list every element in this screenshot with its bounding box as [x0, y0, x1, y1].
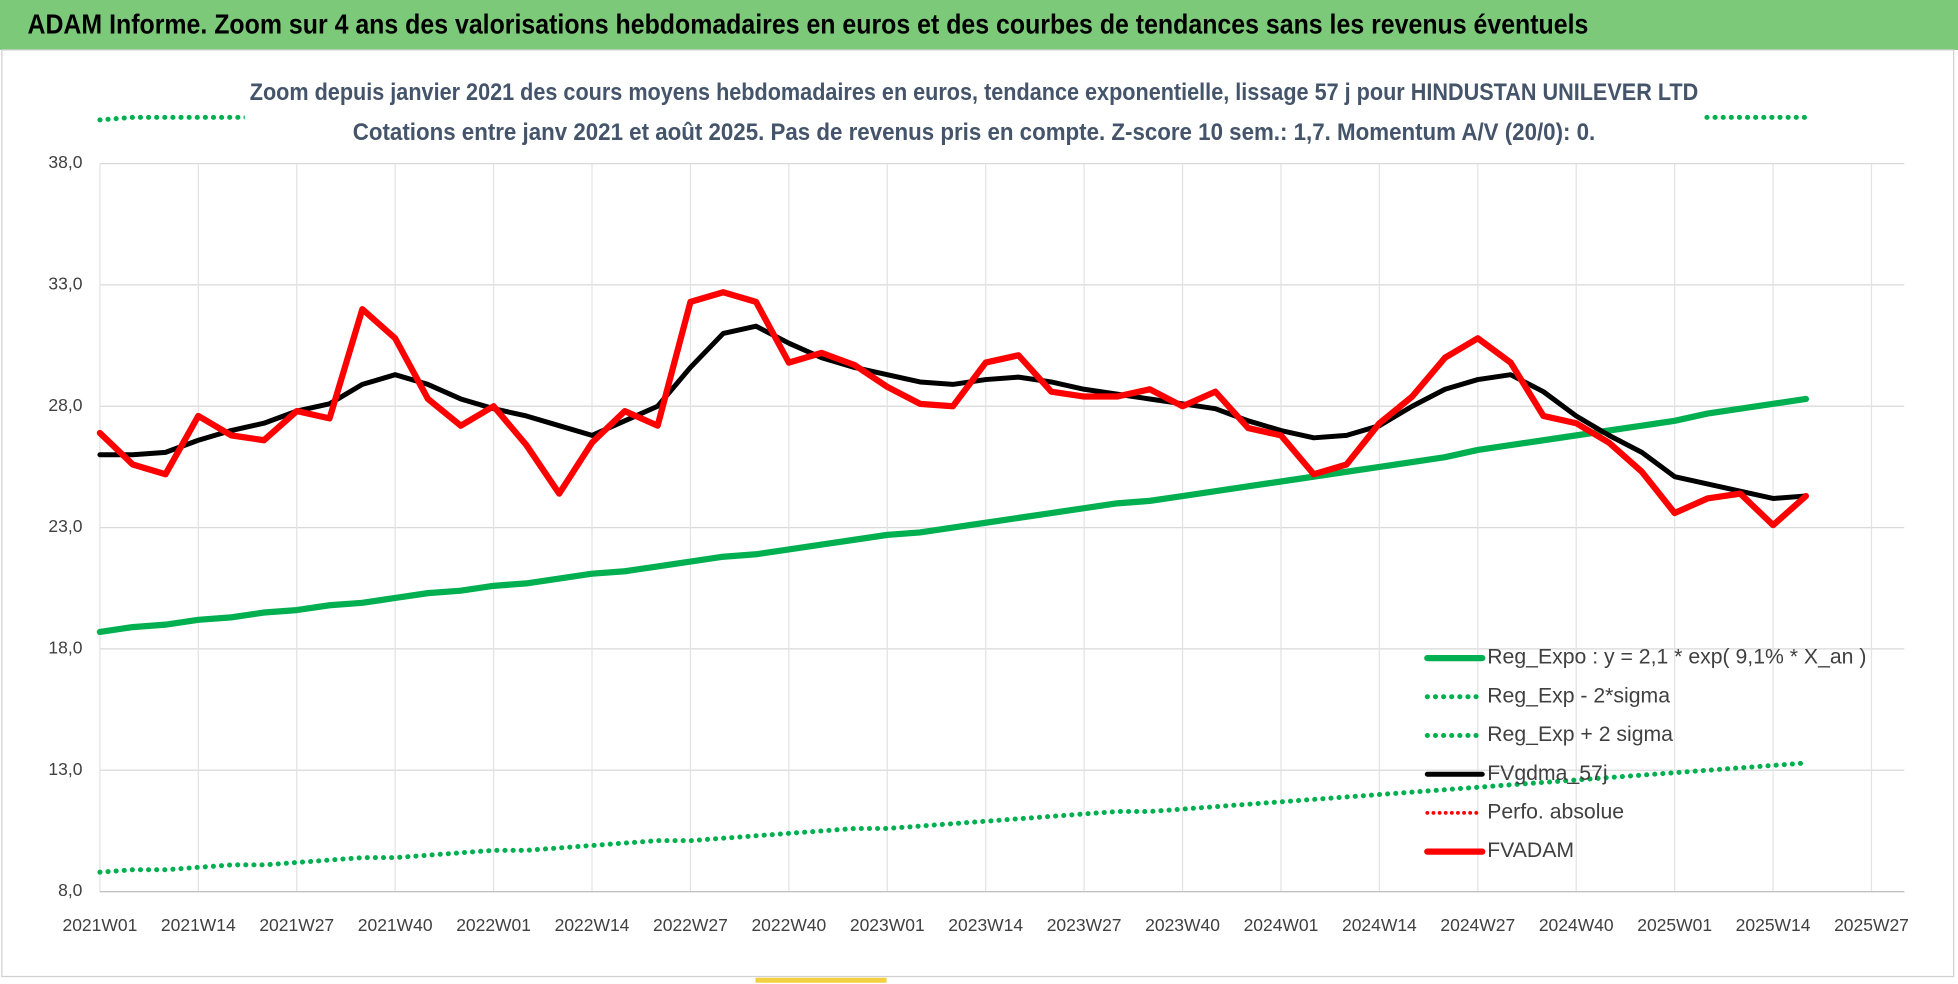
legend-label: Perfo. absolue — [1487, 801, 1624, 824]
frame — [1, 49, 1955, 978]
x-tick-label: 2025W14 — [1736, 915, 1811, 935]
x-tick-label: 2021W40 — [358, 915, 433, 935]
legend-label: Reg_Exp - 2*sigma — [1487, 684, 1670, 707]
y-tick-label: 18,0 — [48, 638, 82, 658]
y-tick-label: 8,0 — [58, 880, 83, 900]
legend: Reg_Expo : y = 2,1 * exp( 9,1% * X_an ) R… — [1424, 646, 1866, 862]
x-tick-label: 2023W27 — [1047, 915, 1122, 935]
accent — [755, 977, 887, 983]
header-band — [0, 0, 1958, 50]
title-backdrop — [244, 74, 1704, 155]
series-line — [97, 760, 1809, 875]
x-tick-label: 2021W14 — [161, 915, 236, 935]
y-tick-label: 23,0 — [48, 516, 82, 536]
x-tick-label: 2022W27 — [653, 915, 728, 935]
legend-label: FVgdma_57j — [1487, 762, 1607, 785]
x-tick-label: 2022W40 — [751, 915, 826, 935]
x-tick-label: 2023W40 — [1145, 915, 1220, 935]
header-title: ADAM Informe. Zoom sur 4 ans des valoris… — [27, 8, 1588, 39]
x-tick-label: 2024W27 — [1440, 915, 1515, 935]
x-tick-label: 2025W01 — [1637, 915, 1712, 935]
legend-label: Reg_Exp + 2 sigma — [1487, 723, 1673, 746]
y-tick-label: 13,0 — [48, 759, 82, 779]
x-tick-label: 2024W01 — [1244, 915, 1319, 935]
legend-label: FVADAM — [1487, 839, 1574, 862]
y-tick-label: 38,0 — [48, 152, 82, 172]
y-tick-label: 33,0 — [48, 274, 82, 294]
x-tick-label: 2023W01 — [850, 915, 925, 935]
x-tick-label: 2025W27 — [1834, 915, 1909, 935]
x-tick-label: 2021W01 — [63, 915, 138, 935]
x-tick-label: 2021W27 — [259, 915, 334, 935]
x-tick-label: 2023W14 — [948, 915, 1023, 935]
chart-title: Zoom depuis janvier 2021 des cours moyen… — [250, 80, 1699, 106]
y-tick-label: 28,0 — [48, 395, 82, 415]
x-tick-label: 2024W14 — [1342, 915, 1417, 935]
x-tick-label: 2024W40 — [1539, 915, 1614, 935]
series-line — [96, 289, 1810, 529]
legend-label: Reg_Expo : y = 2,1 * exp( 9,1% * X_an ) — [1487, 646, 1866, 669]
plot: 8,0 13,0 18,0 23,0 28,0 33,0 38,0 2021W01 2021W1… — [48, 114, 1909, 935]
x-tick-label: 2022W01 — [456, 915, 531, 935]
series-line — [96, 395, 1810, 636]
chart-subtitle: Cotations entre janv 2021 et août 2025. … — [353, 120, 1595, 146]
x-tick-label: 2022W14 — [555, 915, 630, 935]
